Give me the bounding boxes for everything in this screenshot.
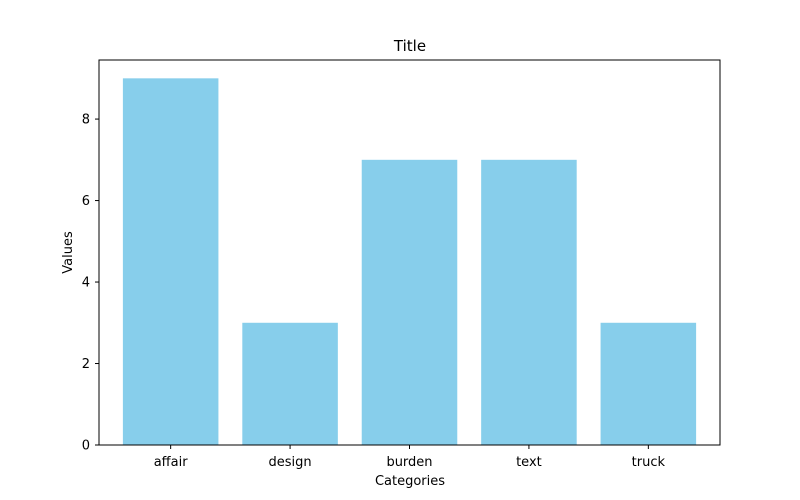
x-tick-label: truck xyxy=(632,455,666,470)
y-tick-label: 0 xyxy=(82,439,90,454)
chart-title: Title xyxy=(393,37,426,55)
y-axis-ticks: 0 2 4 6 8 xyxy=(82,113,99,454)
x-tick-label: burden xyxy=(386,455,432,470)
x-tick-label: affair xyxy=(154,455,189,470)
y-tick-label: 6 xyxy=(82,194,90,209)
x-tick-label: design xyxy=(269,455,312,470)
x-axis-ticks: affair design burden text truck xyxy=(154,445,666,470)
x-tick-label: text xyxy=(516,455,542,470)
bar-truck xyxy=(600,322,697,445)
y-tick-label: 8 xyxy=(82,113,90,128)
bar-affair xyxy=(122,78,219,445)
plot-frame xyxy=(98,59,721,446)
x-axis-label: Categories xyxy=(375,474,445,489)
bar-burden xyxy=(361,159,458,445)
y-tick-label: 2 xyxy=(82,357,90,372)
bar-design xyxy=(242,322,338,445)
y-axis-label: Values xyxy=(61,231,76,274)
bars-group xyxy=(122,78,697,445)
bar-text xyxy=(481,159,577,445)
y-tick-label: 4 xyxy=(82,276,90,291)
